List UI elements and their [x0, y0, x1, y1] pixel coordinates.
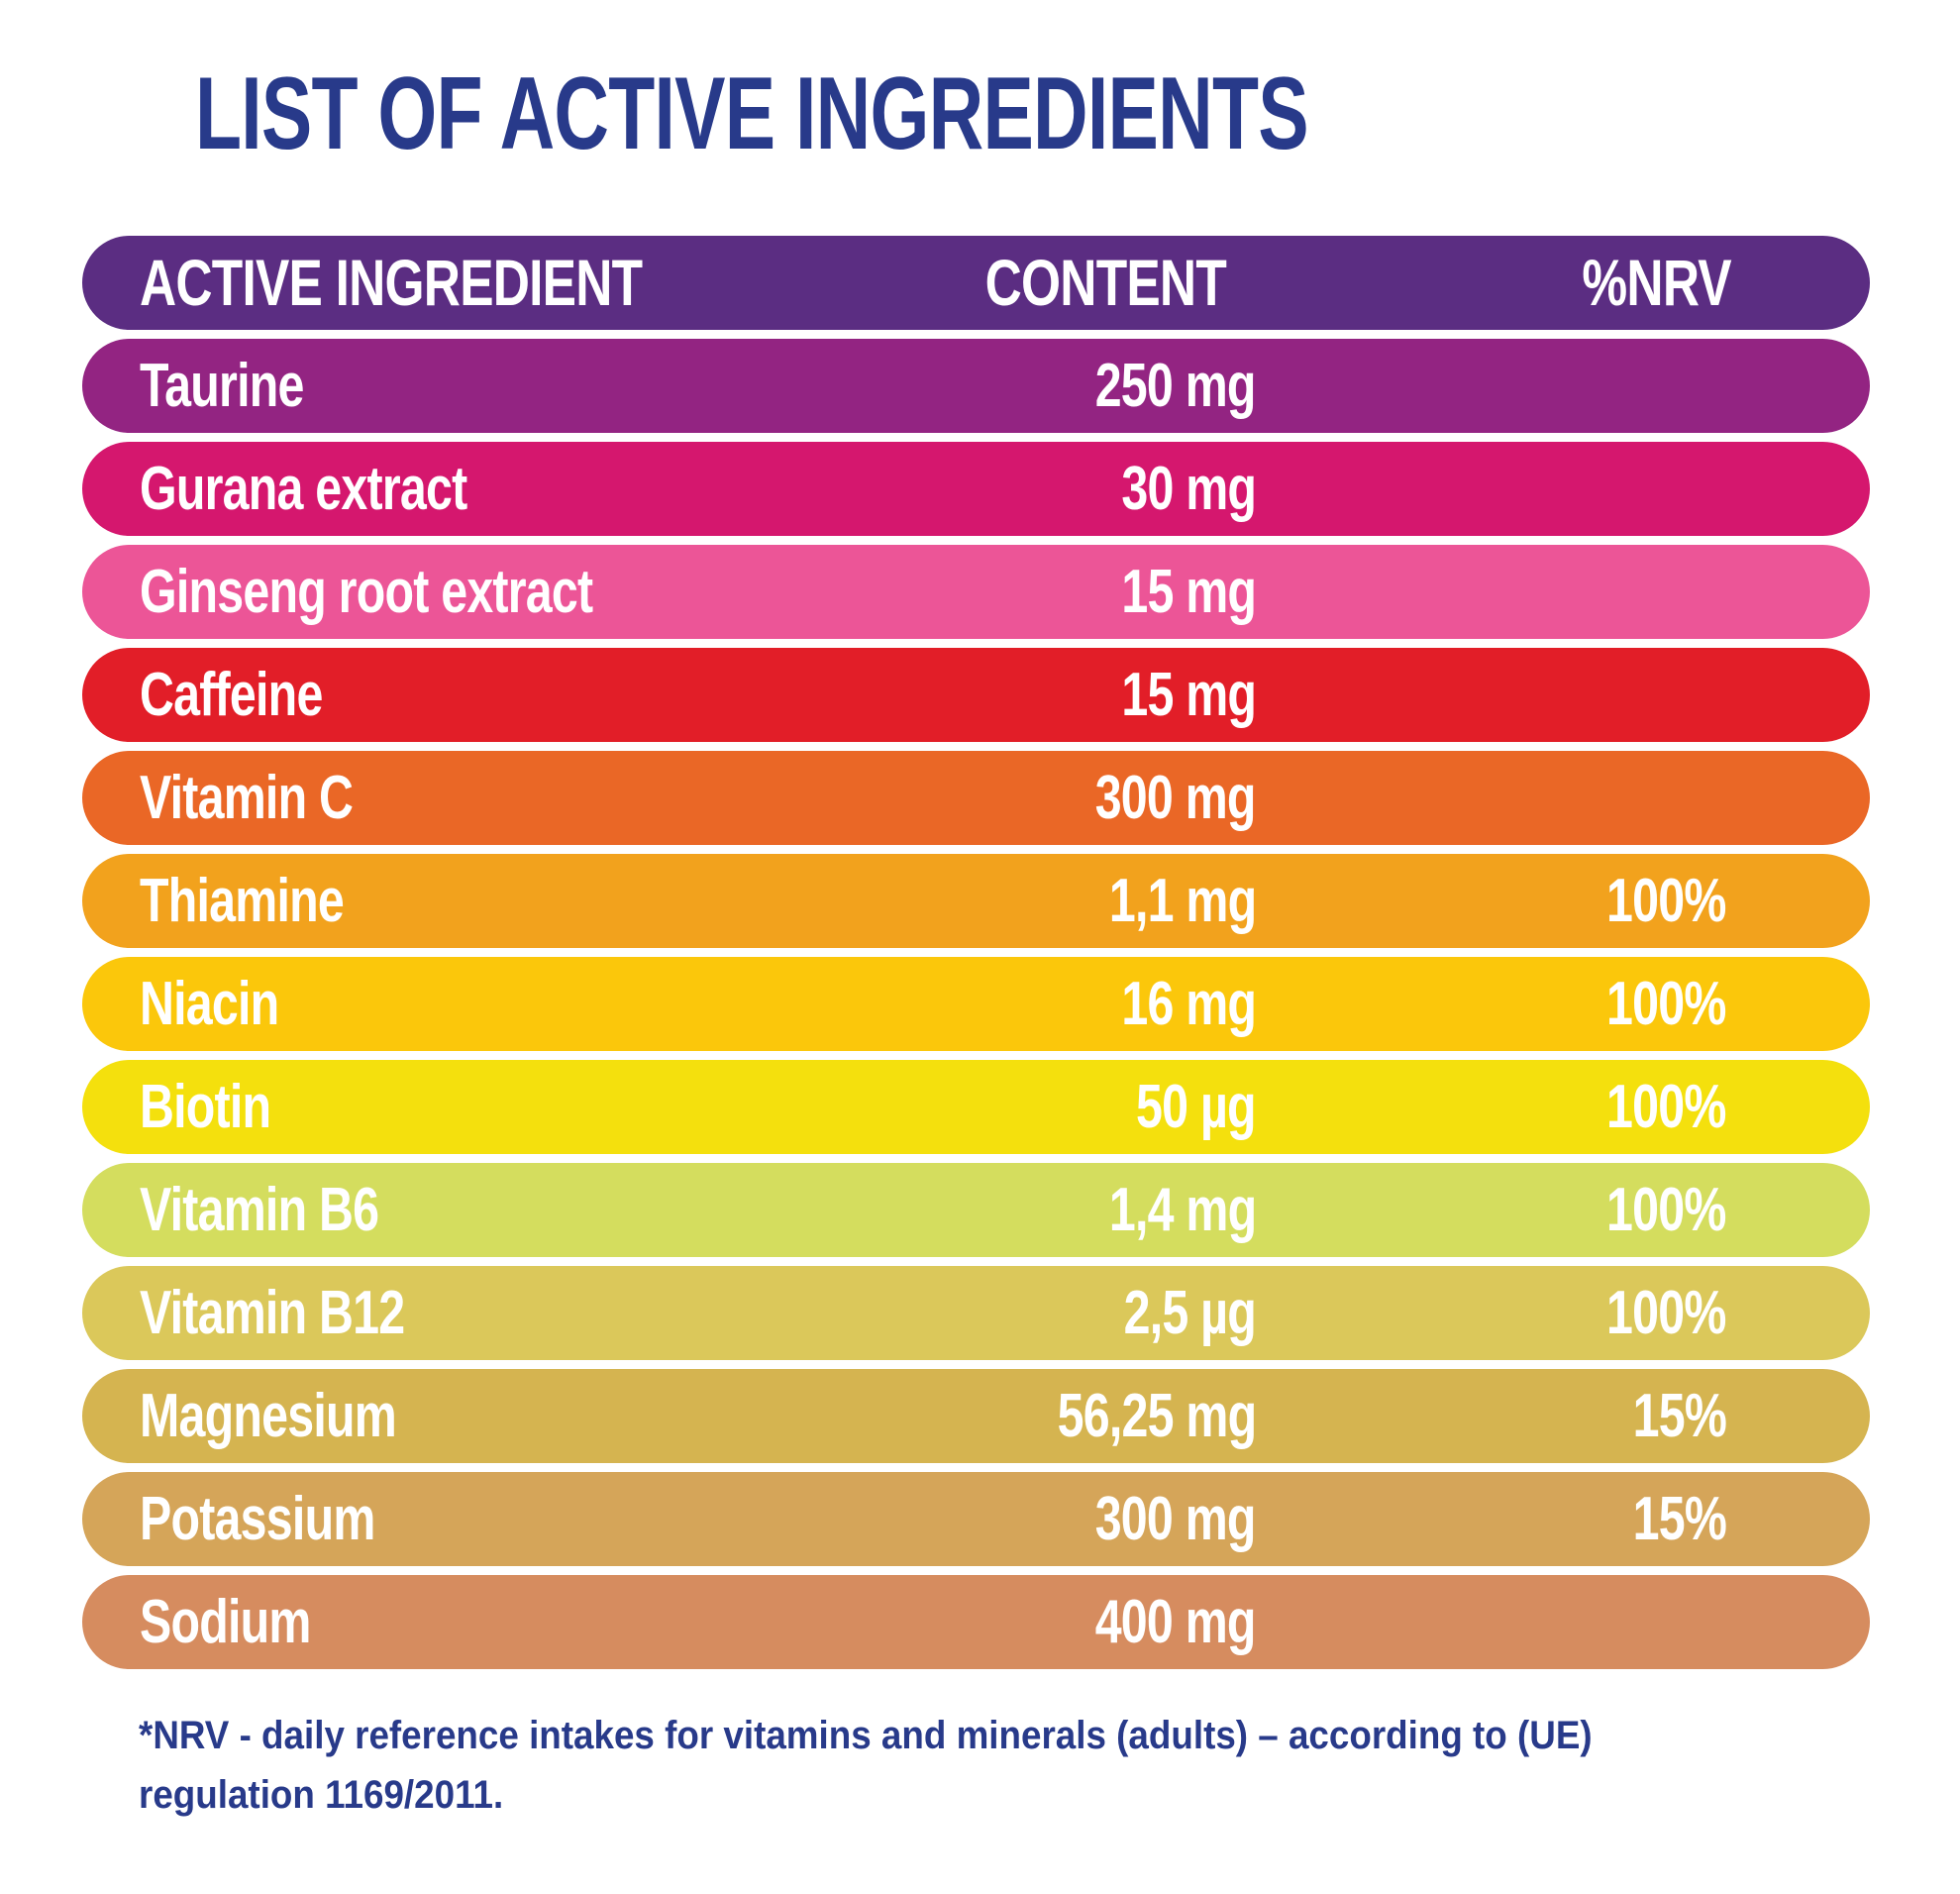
table-row: Taurine 250 mg: [82, 339, 1870, 433]
table-row: Potassium 300 mg 15%: [82, 1472, 1870, 1566]
ingredient-content: 400 mg: [1095, 1588, 1257, 1656]
ingredient-content: 2,5 µg: [1123, 1279, 1257, 1347]
ingredient-content: 300 mg: [1095, 764, 1257, 832]
ingredient-nrv: 100%: [1606, 1176, 1726, 1244]
ingredient-content: 15 mg: [1121, 558, 1257, 626]
ingredient-nrv: 100%: [1606, 867, 1726, 935]
table-row: Thiamine 1,1 mg 100%: [82, 854, 1870, 948]
ingredient-name: Biotin: [140, 1073, 271, 1141]
ingredient-content: 50 µg: [1136, 1073, 1257, 1141]
footnote: *NRV - daily reference intakes for vitam…: [139, 1706, 1842, 1825]
ingredient-content: 1,4 mg: [1108, 1176, 1256, 1244]
ingredient-name: Vitamin B6: [140, 1176, 379, 1244]
ingredient-nrv: 100%: [1606, 1279, 1726, 1347]
ingredient-name: Ginseng root extract: [140, 558, 593, 626]
ingredient-content: 300 mg: [1095, 1485, 1257, 1553]
table-row: Vitamin B12 2,5 µg 100%: [82, 1266, 1870, 1360]
header-nrv: %NRV: [1582, 246, 1732, 319]
table-header-row: ACTIVE INGREDIENT CONTENT %NRV: [82, 236, 1870, 330]
table-row: Biotin 50 µg 100%: [82, 1060, 1870, 1154]
table-row: Ginseng root extract 15 mg: [82, 545, 1870, 639]
ingredient-name: Niacin: [140, 970, 279, 1038]
table-row: Caffeine 15 mg: [82, 648, 1870, 742]
ingredient-content: 30 mg: [1121, 455, 1257, 523]
ingredient-content: 16 mg: [1121, 970, 1257, 1038]
ingredient-name: Magnesium: [140, 1382, 397, 1450]
ingredient-content: 15 mg: [1121, 661, 1257, 729]
ingredient-content: 250 mg: [1095, 352, 1257, 420]
table-row: Niacin 16 mg 100%: [82, 957, 1870, 1051]
ingredient-content: 56,25 mg: [1057, 1382, 1257, 1450]
ingredient-content: 1,1 mg: [1108, 867, 1256, 935]
ingredient-nrv: 100%: [1606, 970, 1726, 1038]
ingredient-name: Thiamine: [140, 867, 345, 935]
page-title: LIST OF ACTIVE INGREDIENTS: [195, 56, 1309, 171]
ingredient-name: Taurine: [140, 352, 304, 420]
table-row: Vitamin C 300 mg: [82, 751, 1870, 845]
ingredient-name: Sodium: [140, 1588, 311, 1656]
ingredient-name: Vitamin C: [140, 764, 354, 832]
ingredient-name: Vitamin B12: [140, 1279, 405, 1347]
header-content: CONTENT: [984, 246, 1227, 319]
ingredient-name: Gurana extract: [140, 455, 467, 523]
footnote-line-2: regulation 1169/2011.: [139, 1773, 504, 1817]
ingredient-name: Caffeine: [140, 661, 323, 729]
header-ingredient: ACTIVE INGREDIENT: [140, 246, 643, 319]
ingredient-nrv: 100%: [1606, 1073, 1726, 1141]
table-row: Vitamin B6 1,4 mg 100%: [82, 1163, 1870, 1257]
table-row: Gurana extract 30 mg: [82, 442, 1870, 536]
table-row: Magnesium 56,25 mg 15%: [82, 1369, 1870, 1463]
ingredient-nrv: 15%: [1632, 1382, 1727, 1450]
footnote-line-1: *NRV - daily reference intakes for vitam…: [139, 1714, 1593, 1757]
table-row: Sodium 400 mg: [82, 1575, 1870, 1669]
ingredient-name: Potassium: [140, 1485, 375, 1553]
ingredient-nrv: 15%: [1632, 1485, 1727, 1553]
